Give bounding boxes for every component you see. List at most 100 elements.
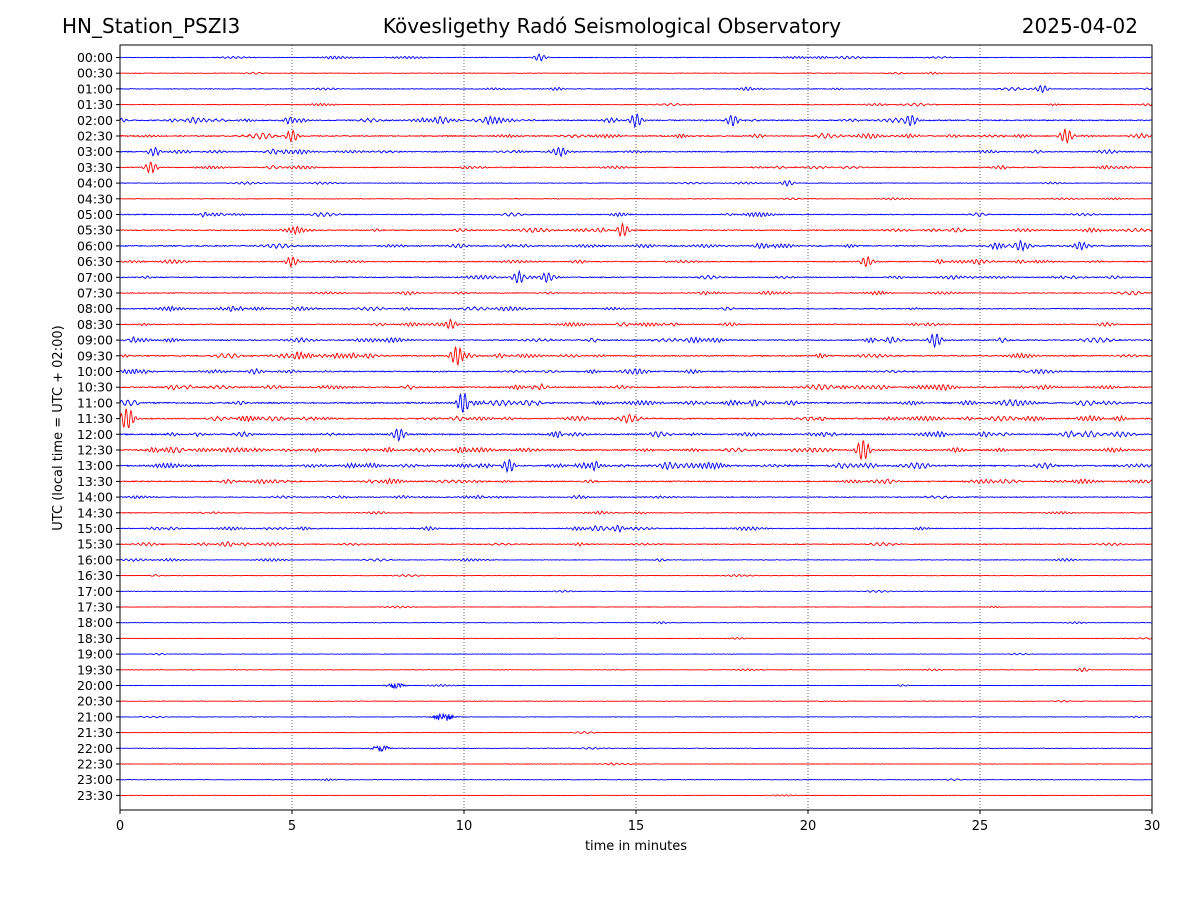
y-tick-label: 06:30 bbox=[77, 254, 113, 269]
y-tick-label: 09:30 bbox=[77, 348, 113, 363]
trace-1730 bbox=[119, 605, 1153, 609]
y-tick-label: 15:30 bbox=[77, 537, 113, 552]
y-tick-label: 13:30 bbox=[77, 474, 113, 489]
trace-1130 bbox=[119, 409, 1153, 429]
trace-2100 bbox=[119, 712, 1153, 721]
trace-1430 bbox=[119, 510, 1153, 515]
trace-1530 bbox=[119, 541, 1153, 547]
x-tick-label: 0 bbox=[116, 819, 124, 834]
y-tick-label: 01:00 bbox=[77, 81, 113, 96]
y-tick-label: 14:30 bbox=[77, 505, 113, 520]
trace-0700 bbox=[119, 269, 1153, 284]
y-tick-label: 03:00 bbox=[77, 144, 113, 159]
grid-lines bbox=[291, 45, 981, 810]
trace-0200 bbox=[119, 113, 1153, 129]
chart-title: Kövesligethy Radó Seismological Observat… bbox=[382, 14, 842, 38]
y-tick-label: 07:00 bbox=[77, 270, 113, 285]
y-tick-label: 20:30 bbox=[77, 694, 113, 709]
trace-1100 bbox=[119, 392, 1153, 413]
y-tick-label: 17:00 bbox=[77, 584, 113, 599]
trace-0400 bbox=[119, 179, 1153, 187]
y-tick-label: 20:00 bbox=[77, 678, 113, 693]
y-tick-label: 06:00 bbox=[77, 238, 113, 253]
chart-date: 2025-04-02 bbox=[1021, 14, 1138, 38]
y-tick-label: 03:30 bbox=[77, 160, 113, 175]
trace-0930 bbox=[120, 346, 1153, 366]
x-tick-label: 15 bbox=[628, 819, 645, 834]
trace-0530 bbox=[119, 221, 1153, 237]
trace-2230 bbox=[119, 762, 1153, 766]
y-tick-label: 19:00 bbox=[77, 647, 113, 662]
y-tick-label: 18:00 bbox=[77, 615, 113, 630]
trace-1330 bbox=[119, 477, 1153, 485]
y-tick-label: 04:30 bbox=[77, 191, 113, 206]
trace-1600 bbox=[119, 557, 1153, 563]
y-tick-label: 22:00 bbox=[77, 741, 113, 756]
x-tick-label: 5 bbox=[288, 819, 296, 834]
x-tick-label: 25 bbox=[972, 819, 989, 834]
trace-2300 bbox=[119, 778, 1153, 782]
trace-0130 bbox=[119, 102, 1153, 107]
y-tick-label: 23:00 bbox=[77, 772, 113, 787]
y-tick-label: 11:00 bbox=[77, 395, 113, 410]
trace-0100 bbox=[119, 84, 1153, 94]
y-tick-label: 05:30 bbox=[77, 223, 113, 238]
y-tick-label: 08:00 bbox=[77, 301, 113, 316]
y-axis-ticks: 00:0000:3001:0001:3002:0002:3003:0003:30… bbox=[77, 50, 120, 803]
trace-0230 bbox=[119, 128, 1153, 144]
trace-1830 bbox=[119, 636, 1153, 640]
trace-0330 bbox=[119, 161, 1153, 174]
y-tick-label: 08:30 bbox=[77, 317, 113, 332]
trace-1500 bbox=[119, 524, 1153, 534]
trace-1000 bbox=[119, 367, 1153, 376]
y-tick-label: 02:30 bbox=[77, 129, 113, 144]
trace-2000 bbox=[119, 682, 1153, 690]
y-tick-label: 04:00 bbox=[77, 176, 113, 191]
trace-0500 bbox=[119, 211, 1153, 218]
y-tick-label: 02:00 bbox=[77, 113, 113, 128]
trace-1230 bbox=[119, 440, 1153, 461]
y-tick-label: 07:30 bbox=[77, 286, 113, 301]
trace-1700 bbox=[119, 589, 1152, 593]
y-tick-label: 11:30 bbox=[77, 411, 113, 426]
x-tick-label: 30 bbox=[1144, 819, 1161, 834]
station-name: HN_Station_PSZI3 bbox=[62, 14, 241, 38]
y-tick-label: 12:00 bbox=[77, 427, 113, 442]
trace-0030 bbox=[119, 71, 1153, 75]
trace-2200 bbox=[120, 745, 1153, 753]
trace-0730 bbox=[119, 290, 1153, 296]
trace-2030 bbox=[119, 699, 1153, 703]
x-axis-label: time in minutes bbox=[585, 839, 687, 854]
y-tick-label: 21:30 bbox=[77, 725, 113, 740]
y-tick-label: 17:30 bbox=[77, 600, 113, 615]
trace-1200 bbox=[119, 428, 1153, 442]
trace-0830 bbox=[119, 318, 1153, 330]
trace-0800 bbox=[119, 305, 1153, 313]
trace-0430 bbox=[119, 197, 1153, 201]
trace-1800 bbox=[119, 621, 1153, 625]
trace-1400 bbox=[119, 494, 1153, 500]
y-tick-label: 10:00 bbox=[77, 364, 113, 379]
trace-0900 bbox=[119, 333, 1153, 348]
y-tick-label: 16:30 bbox=[77, 568, 113, 583]
y-tick-label: 21:00 bbox=[77, 709, 113, 724]
y-tick-label: 09:00 bbox=[77, 333, 113, 348]
trace-1030 bbox=[119, 382, 1153, 392]
trace-0000 bbox=[119, 53, 1153, 62]
y-tick-label: 01:30 bbox=[77, 97, 113, 112]
trace-1930 bbox=[119, 667, 1153, 673]
seismic-traces bbox=[119, 53, 1153, 797]
y-tick-label: 00:00 bbox=[77, 50, 113, 65]
y-tick-label: 15:00 bbox=[77, 521, 113, 536]
y-tick-label: 23:30 bbox=[77, 788, 113, 803]
y-axis-label: UTC (local time = UTC + 02:00) bbox=[51, 325, 66, 530]
trace-0600 bbox=[119, 239, 1153, 253]
x-axis-ticks: 0 5 10 15 20 25 30 bbox=[116, 810, 1160, 834]
trace-0630 bbox=[119, 255, 1153, 269]
x-tick-label: 10 bbox=[456, 819, 473, 834]
trace-1300 bbox=[119, 458, 1153, 474]
trace-2130 bbox=[119, 731, 1153, 734]
y-tick-label: 00:30 bbox=[77, 66, 113, 81]
y-tick-label: 12:30 bbox=[77, 443, 113, 458]
